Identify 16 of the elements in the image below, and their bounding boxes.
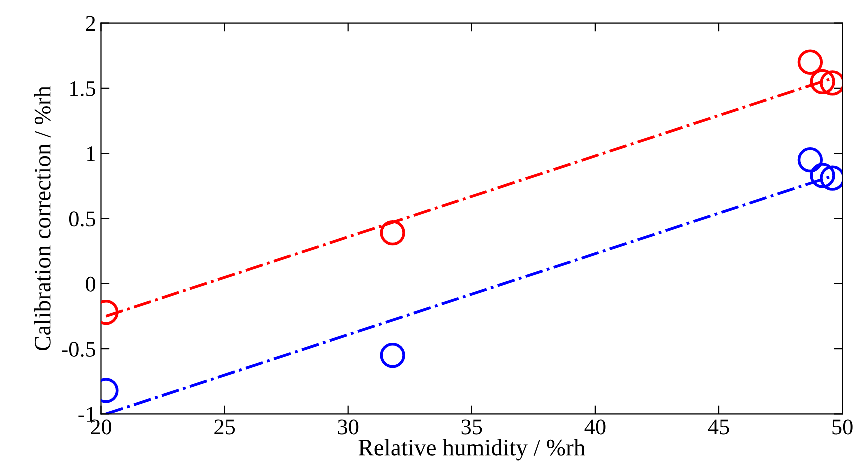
x-tick-label: 25 <box>214 420 236 435</box>
y-tick-label: 1.5 <box>70 81 96 96</box>
y-tick-label: -1 <box>78 407 96 422</box>
x-tick-label: 40 <box>584 420 606 435</box>
x-tick-label: 30 <box>338 420 359 435</box>
y-tick-label: 0.5 <box>69 212 96 227</box>
x-tick-label: 50 <box>832 420 853 435</box>
x-tick-label: 20 <box>91 420 112 435</box>
y-tick-label: 1 <box>87 146 96 162</box>
x-tick-label: 35 <box>462 420 482 435</box>
x-tick-label: 45 <box>708 420 730 435</box>
y-tick-label: -0.5 <box>62 342 96 358</box>
y-axis-title: Calibration correction / %rh <box>34 86 51 351</box>
y-tick-label: 2 <box>86 16 96 31</box>
y-tick-label: 0 <box>86 276 96 292</box>
x-axis-title: Relative humidity / %rh <box>358 439 586 461</box>
